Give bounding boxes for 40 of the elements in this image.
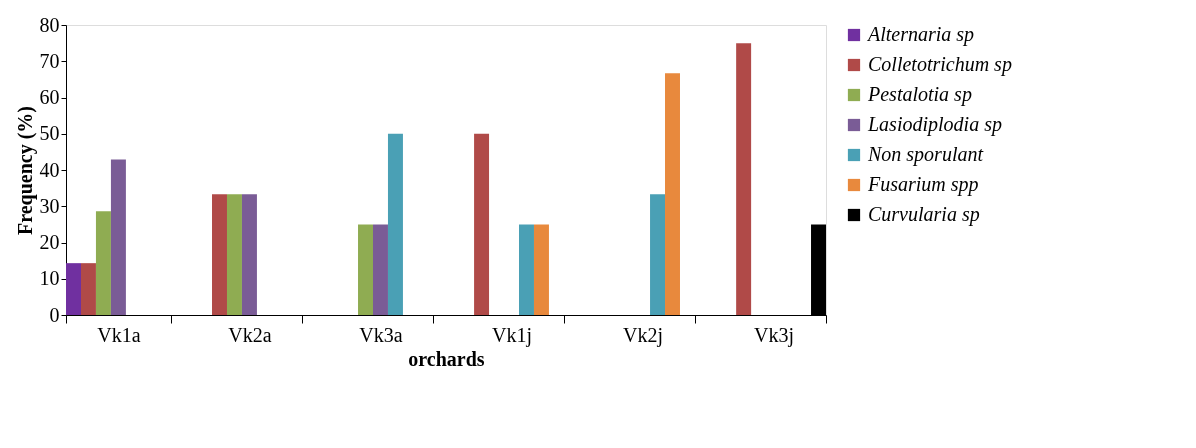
y-tick-label: 10	[39, 267, 60, 290]
bar	[80, 263, 96, 315]
y-tick-label: 40	[39, 158, 60, 181]
x-tick-label: Vk2j	[623, 323, 664, 347]
bar	[358, 224, 373, 315]
bar	[66, 263, 81, 315]
y-tick-label: 30	[39, 194, 60, 217]
legend-label: Fusarium spp	[867, 173, 979, 196]
x-tick-label: Vk2a	[228, 323, 272, 346]
y-tick-label: 0	[49, 303, 60, 326]
bar	[533, 224, 549, 315]
y-tick-label: 50	[39, 122, 60, 145]
y-tick-label: 20	[39, 231, 60, 253]
x-tick-label: Vk3a	[359, 323, 403, 346]
bar	[373, 224, 388, 315]
y-tick-label: 60	[39, 86, 60, 108]
bar	[665, 73, 680, 315]
bar	[519, 224, 534, 315]
legend-label: Alternaria sp	[866, 23, 975, 46]
bar	[736, 43, 752, 315]
x-tick-label: Vk1a	[97, 323, 141, 346]
bar	[474, 133, 490, 315]
legend-label: Colletotrichum sp	[868, 53, 1012, 76]
y-tick-label: 70	[39, 49, 60, 72]
legend-label: Lasiodiplodia sp	[867, 113, 1002, 136]
y-axis-title: Frequency (%)	[13, 105, 37, 236]
x-axis-title: orchards	[408, 347, 485, 370]
bar	[650, 194, 666, 315]
legend-label: Non sporulant	[867, 143, 984, 166]
legend-label: Pestalotia sp	[867, 83, 972, 106]
y-tick-label: 80	[39, 13, 60, 36]
bar	[95, 211, 111, 315]
bar	[110, 159, 126, 315]
x-tick-label: Vk1j	[492, 323, 533, 347]
x-tick-label: Vk3j	[754, 323, 795, 347]
bar	[387, 133, 403, 315]
bar	[226, 194, 242, 315]
bar	[241, 194, 257, 315]
bar	[212, 194, 227, 315]
legend-label: Curvularia sp	[868, 203, 980, 226]
